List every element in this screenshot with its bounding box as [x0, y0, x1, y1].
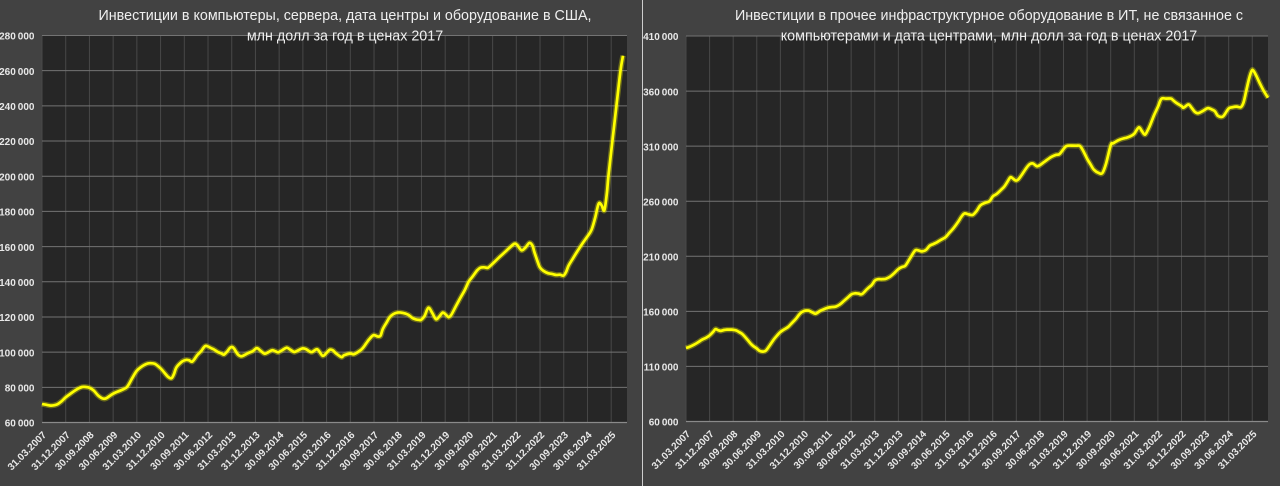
svg-text:компьютерами и дата центрами,: компьютерами и дата центрами, млн долл з…	[781, 29, 1198, 45]
svg-text:240 000: 240 000	[0, 102, 35, 113]
svg-text:160 000: 160 000	[0, 243, 35, 254]
svg-text:60 000: 60 000	[5, 419, 35, 430]
svg-text:Инвестиции в прочее инфраструк: Инвестиции в прочее инфраструктурное обо…	[735, 8, 1243, 24]
svg-text:410 000: 410 000	[643, 32, 679, 43]
svg-text:160 000: 160 000	[643, 308, 679, 319]
svg-text:млн долл за год в ценах 2017: млн долл за год в ценах 2017	[247, 29, 443, 45]
svg-text:120 000: 120 000	[0, 313, 35, 324]
svg-text:110 000: 110 000	[644, 363, 679, 374]
svg-text:180 000: 180 000	[0, 208, 35, 219]
svg-text:Инвестиции в компьютеры, серве: Инвестиции в компьютеры, сервера, дата ц…	[99, 8, 592, 24]
svg-text:220 000: 220 000	[0, 137, 35, 148]
svg-text:310 000: 310 000	[643, 142, 679, 153]
svg-text:280 000: 280 000	[0, 32, 35, 43]
svg-text:260 000: 260 000	[643, 197, 679, 208]
svg-text:210 000: 210 000	[643, 253, 679, 264]
svg-text:200 000: 200 000	[0, 172, 35, 183]
svg-text:140 000: 140 000	[0, 278, 35, 289]
svg-text:100 000: 100 000	[0, 348, 35, 359]
svg-text:60 000: 60 000	[649, 418, 679, 429]
svg-text:360 000: 360 000	[643, 87, 679, 98]
svg-text:260 000: 260 000	[0, 67, 35, 78]
svg-text:80 000: 80 000	[5, 384, 35, 395]
